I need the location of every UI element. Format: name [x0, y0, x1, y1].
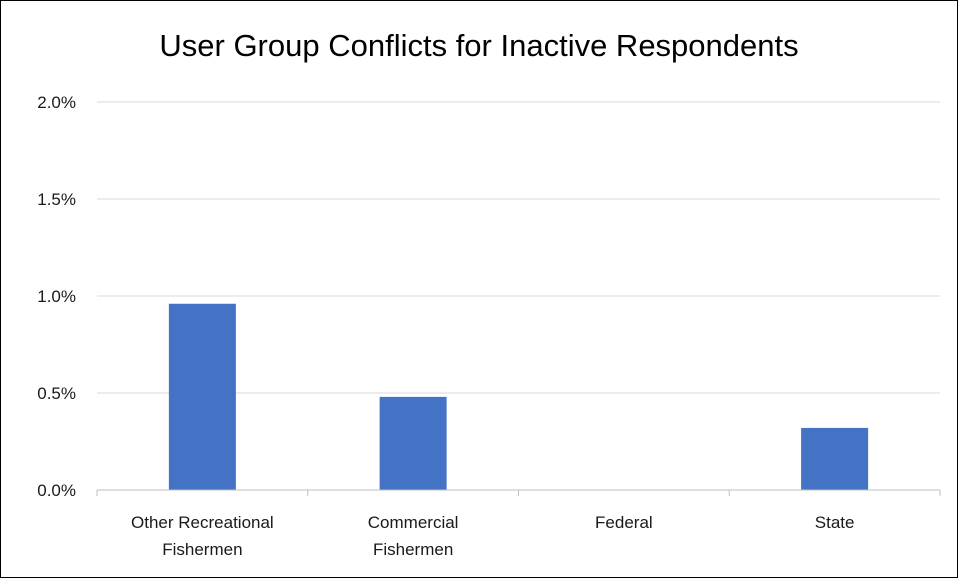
bar	[379, 396, 447, 490]
x-axis-labels: Other Recreational Fishermen Commercial Fis…	[131, 513, 854, 559]
x-tick-label: Fishermen	[373, 540, 453, 559]
x-axis	[96, 489, 941, 496]
x-tick-label: Federal	[595, 513, 653, 532]
bar	[801, 427, 869, 490]
x-tick-label: Other Recreational	[131, 513, 274, 532]
gridlines	[97, 101, 940, 394]
bars	[168, 303, 869, 490]
bar	[168, 303, 236, 490]
x-tick-label: Fishermen	[162, 540, 242, 559]
x-tick-label: State	[815, 513, 855, 532]
y-tick-label: 1.5%	[37, 190, 76, 209]
y-tick-label: 1.0%	[37, 287, 76, 306]
y-tick-label: 2.0%	[37, 93, 76, 112]
y-axis-ticks: 0.0% 0.5% 1.0% 1.5% 2.0%	[37, 93, 76, 500]
x-tick-label: Commercial	[368, 513, 459, 532]
y-tick-label: 0.5%	[37, 384, 76, 403]
y-tick-label: 0.0%	[37, 481, 76, 500]
chart-title: User Group Conflicts for Inactive Respon…	[159, 28, 799, 63]
